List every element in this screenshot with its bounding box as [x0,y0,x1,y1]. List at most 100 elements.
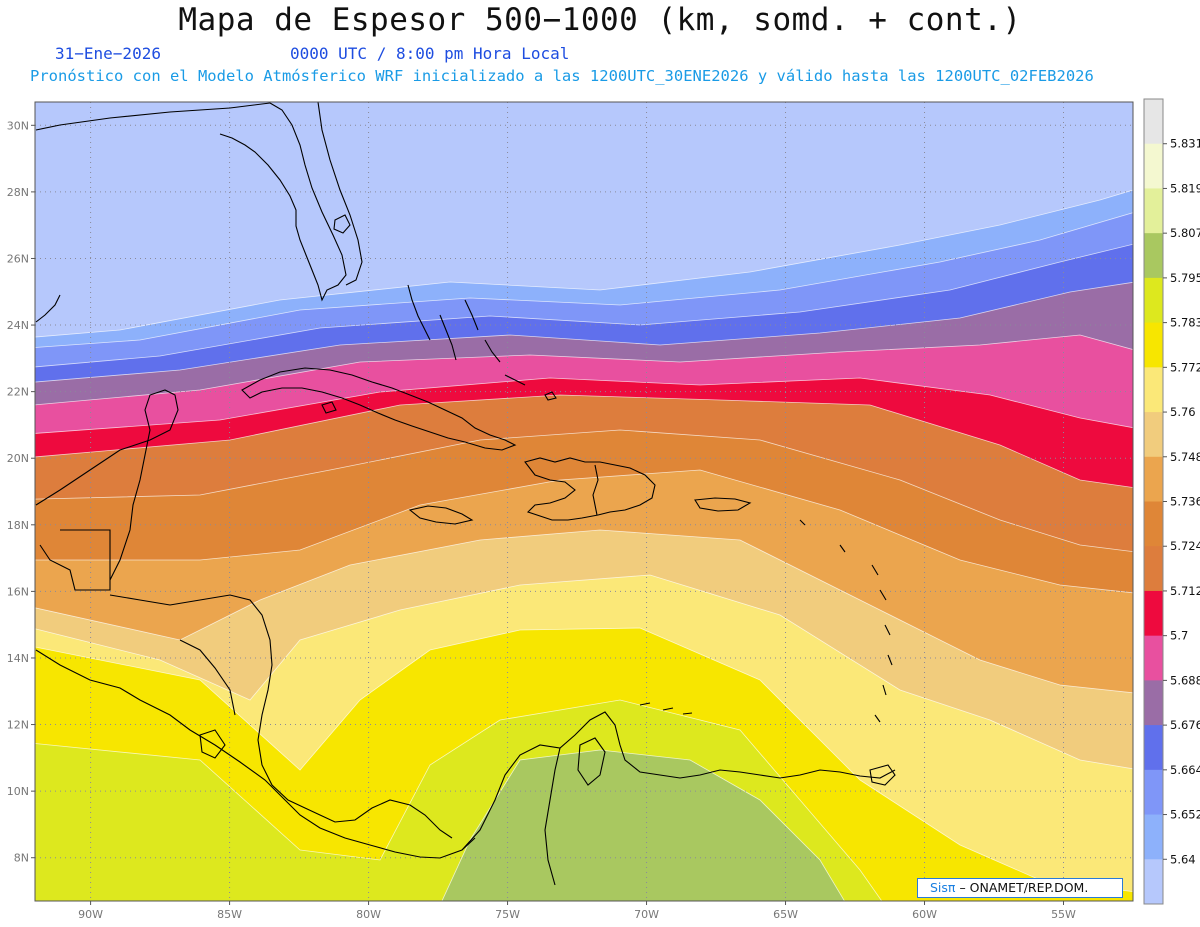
colorbar-swatch [1144,769,1163,816]
colorbar-swatch [1144,99,1163,145]
bahamas-4 [484,339,501,363]
lon-label: 65W [773,908,798,921]
windward-islands [874,624,893,723]
cuba [241,367,517,451]
colorbar-label: 5.783 [1170,316,1200,330]
map-frame [34,101,1134,902]
lon-label: 80W [356,908,381,921]
colorbar-swatch [1144,590,1163,637]
map-title: Mapa de Espesor 500−1000 (km, somd. + co… [178,2,1022,38]
colombia-coast [461,711,896,851]
lake-nicaragua [199,729,226,759]
lon-label: 90W [78,908,103,921]
colorbar-swatch [1144,725,1163,771]
colorbar-swatch [1144,277,1163,324]
lat-label: 12N [7,719,29,732]
lon-label: 75W [495,908,520,921]
lon-label: 70W [634,908,659,921]
florida-east-coast [317,102,363,286]
bahamas-3 [464,299,479,331]
colorbar-swatch [1144,188,1163,234]
yucatan-peninsula [35,389,179,581]
colorbar-label: 5.724 [1170,539,1200,553]
colorbar-label: 5.831 [1170,137,1200,151]
thickness-bands [35,189,1133,901]
forecast-date: 31−Ene−2026 [55,44,161,63]
bahamas-2 [439,314,457,361]
lat-label: 26N [7,252,29,265]
leeward-islands [799,519,887,601]
jamaica [408,505,474,525]
colorbar-swatch [1144,412,1163,458]
colorbar-label: 5.795 [1170,271,1200,285]
lon-label: 55W [1051,908,1076,921]
colorbar-swatch [1144,680,1163,726]
coastlines [35,102,896,886]
turks-caicos [544,391,557,401]
colorbar-swatch [1144,233,1163,279]
lat-label: 22N [7,386,29,399]
lat-label: 24N [7,319,29,332]
florida-peninsula [219,102,347,302]
lat-label: 14N [7,652,29,665]
colorbar-swatch [1144,501,1163,547]
colorbar-label: 5.819 [1170,181,1200,195]
model-description: Pronóstico con el Modelo Atmósferico WRF… [30,67,1094,85]
haiti-dr-border [592,464,599,516]
hispaniola [524,457,656,521]
colombia-venezuela-border [544,747,561,886]
forecast-time: 0000 UTC / 8:00 pm Hora Local [290,44,570,63]
latitude-labels: 30N 28N 26N 24N 22N 20N 18N 16N 14N 12N 10N 8N [7,119,35,865]
honduras-nicaragua-border [179,639,236,716]
lat-label: 10N [7,785,29,798]
thickness-band-13 [441,749,845,901]
colorbar-swatch [1144,814,1163,860]
colorbar-swatch [1144,859,1163,905]
lat-label: 8N [14,852,29,865]
lake-maracaibo [577,737,606,786]
credit-brand: Sisπ [930,880,956,895]
abc-islands [639,702,693,715]
colorbar-swatch [1144,322,1163,368]
colorbar-label: 5.772 [1170,360,1200,374]
colorbar-label: 5.64 [1170,852,1196,866]
central-america-pacific [35,649,476,859]
colorbar-label: 5.652 [1170,808,1200,822]
colorbar-label: 5.712 [1170,584,1200,598]
colorbar-swatch [1144,367,1163,413]
longitude-labels: 90W 85W 80W 75W 70W 65W 60W 55W [78,901,1076,921]
lon-label: 85W [217,908,242,921]
puerto-rico [694,497,752,512]
colorbar-label: 5.664 [1170,763,1200,777]
lat-label: 28N [7,186,29,199]
colorbar-swatch [1144,546,1163,592]
colorbar: 5.831 5.819 5.807 5.795 5.783 5.772 5.76 5.748 5… [1143,98,1200,905]
credit-text: – ONAMET/REP.DOM. [959,880,1089,895]
colorbar-label: 5.76 [1170,405,1196,419]
bahamas-5 [504,374,526,386]
lake-okeechobee [333,214,351,234]
isle-of-youth [321,401,337,414]
lon-label: 60W [912,908,937,921]
lat-label: 18N [7,519,29,532]
gulf-coast-north [35,294,61,323]
belize-guatemala [39,529,111,591]
lat-label: 20N [7,452,29,465]
credit-box: Sisπ – ONAMET/REP.DOM. [917,878,1123,898]
colorbar-label: 5.736 [1170,495,1200,509]
lat-label: 16N [7,585,29,598]
colorbar-swatch [1144,456,1163,502]
colorbar-label: 5.807 [1170,226,1200,240]
colorbar-label: 5.676 [1170,718,1200,732]
florida-coast [35,102,271,131]
trinidad [869,764,896,786]
colorbar-label: 5.748 [1170,450,1200,464]
colorbar-label: 5.688 [1170,673,1200,687]
colorbar-label: 5.7 [1170,629,1188,643]
central-america-caribbean [109,594,453,839]
lat-lon-grid [35,102,1133,901]
colorbar-swatch [1144,143,1163,189]
bahamas-1 [407,284,431,341]
colorbar-swatch [1144,635,1163,681]
